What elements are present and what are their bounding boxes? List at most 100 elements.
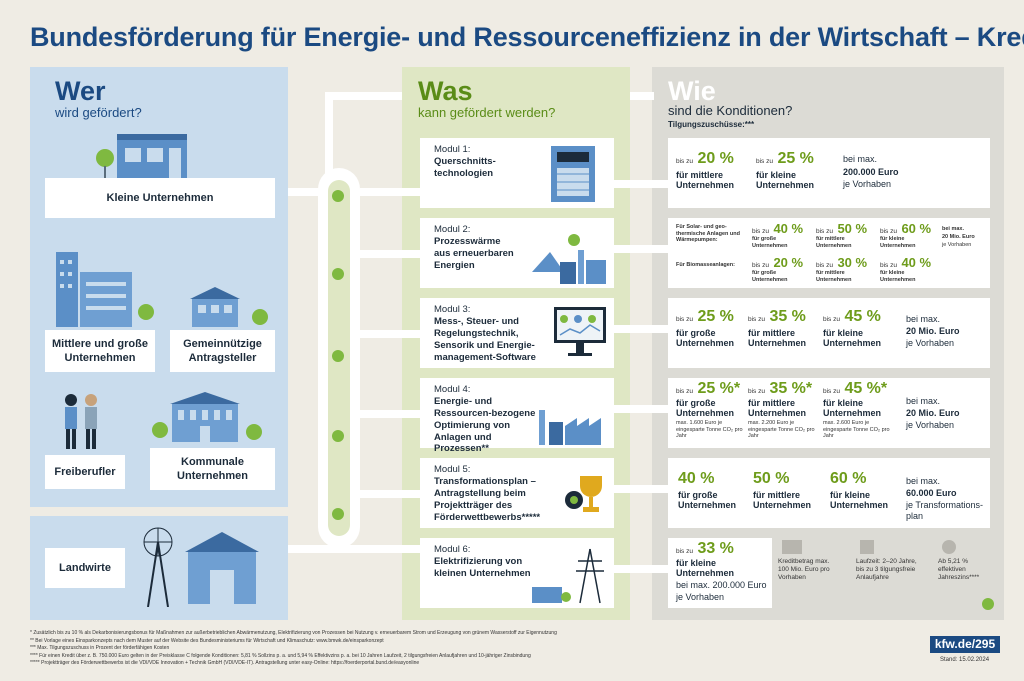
rate-label: für kleine Unternehmen: [756, 170, 815, 191]
tree-icon: [332, 508, 344, 520]
rate-value: 25 %*: [697, 380, 741, 397]
rate-label: für mittlere Unternehmen: [816, 270, 852, 283]
bis-label: bis zu: [676, 388, 693, 395]
connector-pipe: [630, 92, 654, 100]
bis-label: bis zu: [676, 158, 693, 165]
rate-value: 20 %: [773, 255, 804, 270]
tree-icon: [332, 350, 344, 362]
connector-pipe: [360, 250, 420, 258]
rate-value: 45 %*: [844, 380, 888, 397]
rate-label: für kleine Unternehmen: [823, 328, 882, 349]
wie-subheading: sind die Konditionen?: [668, 103, 793, 118]
tree-icon: [332, 430, 344, 442]
credit-amount-info: Kreditbetrag max. 100 Mio. Euro pro Vorh…: [778, 558, 830, 581]
max-amount: 20 Mio. Euro: [942, 234, 975, 240]
je-vorhaben: je Vorhaben: [676, 592, 725, 602]
je-vorhaben: je Vorhaben: [906, 338, 955, 348]
footnotes: * Zusätzlich bis zu 10 % als Dekarbonisi…: [30, 630, 920, 668]
module-text: Mess-, Steuer- und Regelungstechnik, Sen…: [434, 315, 536, 363]
power-pylon-icon: [532, 548, 604, 604]
max-label: bei max.: [906, 396, 941, 406]
rate-value: 40 %: [773, 221, 804, 236]
biomass-label: Für Biomasseanlagen:: [676, 262, 735, 268]
rate-label: für mittlere Unternehmen: [676, 170, 735, 191]
footnote: *** Max. Tilgungszuschuss in Prozent der…: [30, 645, 170, 651]
rate-note: max. 1.600 Euro je eingesparte Tonne CO₂…: [676, 420, 743, 440]
connector-pipe: [325, 92, 402, 100]
rate-note: max. 2.200 Euro je eingesparte Tonne CO₂…: [748, 420, 815, 440]
je-vorhaben: je Vorhaben: [942, 242, 972, 248]
wer-item-freiberufler: Freiberufler: [45, 455, 125, 489]
stand-date: Stand: 15.02.2024: [940, 657, 990, 663]
municipal-building-icon: [152, 392, 262, 442]
rate-value: 20 %: [697, 150, 734, 167]
rate-value: 60 %: [901, 221, 932, 236]
rate-label: für große Unternehmen: [752, 270, 788, 283]
rate-label: für kleine Unternehmen: [880, 236, 916, 249]
module-text: Energie- und Ressourcen-bezogene Optimie…: [434, 395, 536, 455]
rate-label: für mittlere Unternehmen: [748, 398, 807, 419]
rate-value: 40 %: [901, 255, 932, 270]
connector-pipe: [360, 330, 420, 338]
factory-icon: [539, 410, 601, 445]
rate-value: 30 %: [837, 255, 868, 270]
max-amount: bei max. 200.000 Euro: [676, 580, 767, 590]
was-heading: Was: [418, 76, 473, 106]
connector-pipe: [614, 245, 668, 253]
connector-pipe: [325, 92, 333, 192]
rate-label: für große Unternehmen: [752, 236, 788, 249]
interest-info: Ab 5,21 % effektiven Jahreszins****: [938, 558, 980, 581]
je-vorhaben: je Vorhaben: [906, 420, 955, 430]
tree-icon: [982, 598, 994, 610]
bis-label: bis zu: [676, 548, 693, 555]
connector-pipe: [614, 405, 668, 413]
rate-label: für große Unternehmen: [676, 398, 735, 419]
rate-value: 40 %: [678, 470, 715, 487]
module-6-conditions: bis zu 33 % für kleine Unternehmen bei m…: [668, 538, 772, 608]
max-amount: 60.000 Euro: [906, 488, 957, 498]
rate-label: für kleine Unternehmen: [830, 490, 889, 511]
wer-item-kleine-unternehmen: Kleine Unternehmen: [45, 178, 275, 218]
bis-label: bis zu: [752, 262, 769, 269]
bis-label: bis zu: [748, 388, 765, 395]
connector-pipe: [614, 180, 668, 188]
connector-pipe: [614, 485, 668, 493]
module-3-conditions: bis zu 25 % für große Unternehmen bis zu…: [668, 298, 990, 368]
interest-icon: [942, 540, 956, 554]
module-text: Transformationsplan – Antragstellung bei…: [434, 475, 541, 523]
bis-label: bis zu: [880, 262, 897, 269]
rate-label: für mittlere Unternehmen: [748, 328, 807, 349]
rate-label: für mittlere Unternehmen: [753, 490, 812, 511]
wie-heading: Wie: [668, 76, 716, 106]
rate-value: 50 %: [837, 221, 868, 236]
module-label: Modul 5:: [434, 464, 471, 475]
connector-pipe: [614, 325, 668, 333]
rate-value: 33 %: [697, 540, 734, 557]
wer-item-landwirte: Landwirte: [45, 548, 125, 588]
footnote: * Zusätzlich bis zu 10 % als Dekarbonisi…: [30, 630, 557, 636]
je-vorhaben: je Vorhaben: [843, 179, 892, 189]
bis-label: bis zu: [880, 228, 897, 235]
max-label: bei max.: [906, 476, 941, 486]
rate-value: 25 %: [777, 150, 814, 167]
page-title: Bundesförderung für Energie- und Ressour…: [30, 22, 1024, 52]
module-5-conditions: 40 % für große Unternehmen 50 % für mitt…: [668, 458, 990, 528]
rate-value: 50 %: [753, 470, 790, 487]
rate-value: 35 %*: [769, 380, 813, 397]
farm-icon: [143, 527, 259, 607]
rate-value: 60 %: [830, 470, 867, 487]
rate-label: für mittlere Unternehmen: [816, 236, 852, 249]
max-label: bei max.: [906, 314, 941, 324]
tree-icon: [332, 268, 344, 280]
module-1-conditions: bis zu 20 % für mittlere Unternehmen bis…: [668, 138, 990, 208]
wer-heading: Wer: [55, 76, 106, 106]
module-5-card: Modul 5: Transformationsplan – Antragste…: [420, 458, 614, 528]
rate-label: für kleine Unternehmen: [823, 398, 882, 419]
kfw-link-badge[interactable]: kfw.de/295: [930, 636, 1000, 653]
module-text: Prozesswärme aus erneuerbaren Energien: [434, 235, 514, 271]
wer-item-gemeinnuetzige: Gemeinnützige Antragsteller: [170, 330, 275, 372]
wer-item-kommunale: Kommunale Unternehmen: [150, 448, 275, 490]
bis-label: bis zu: [816, 228, 833, 235]
module-2-conditions: Für Solar- und geo-thermische Anlagen un…: [668, 218, 990, 288]
connector-pipe: [288, 188, 328, 196]
